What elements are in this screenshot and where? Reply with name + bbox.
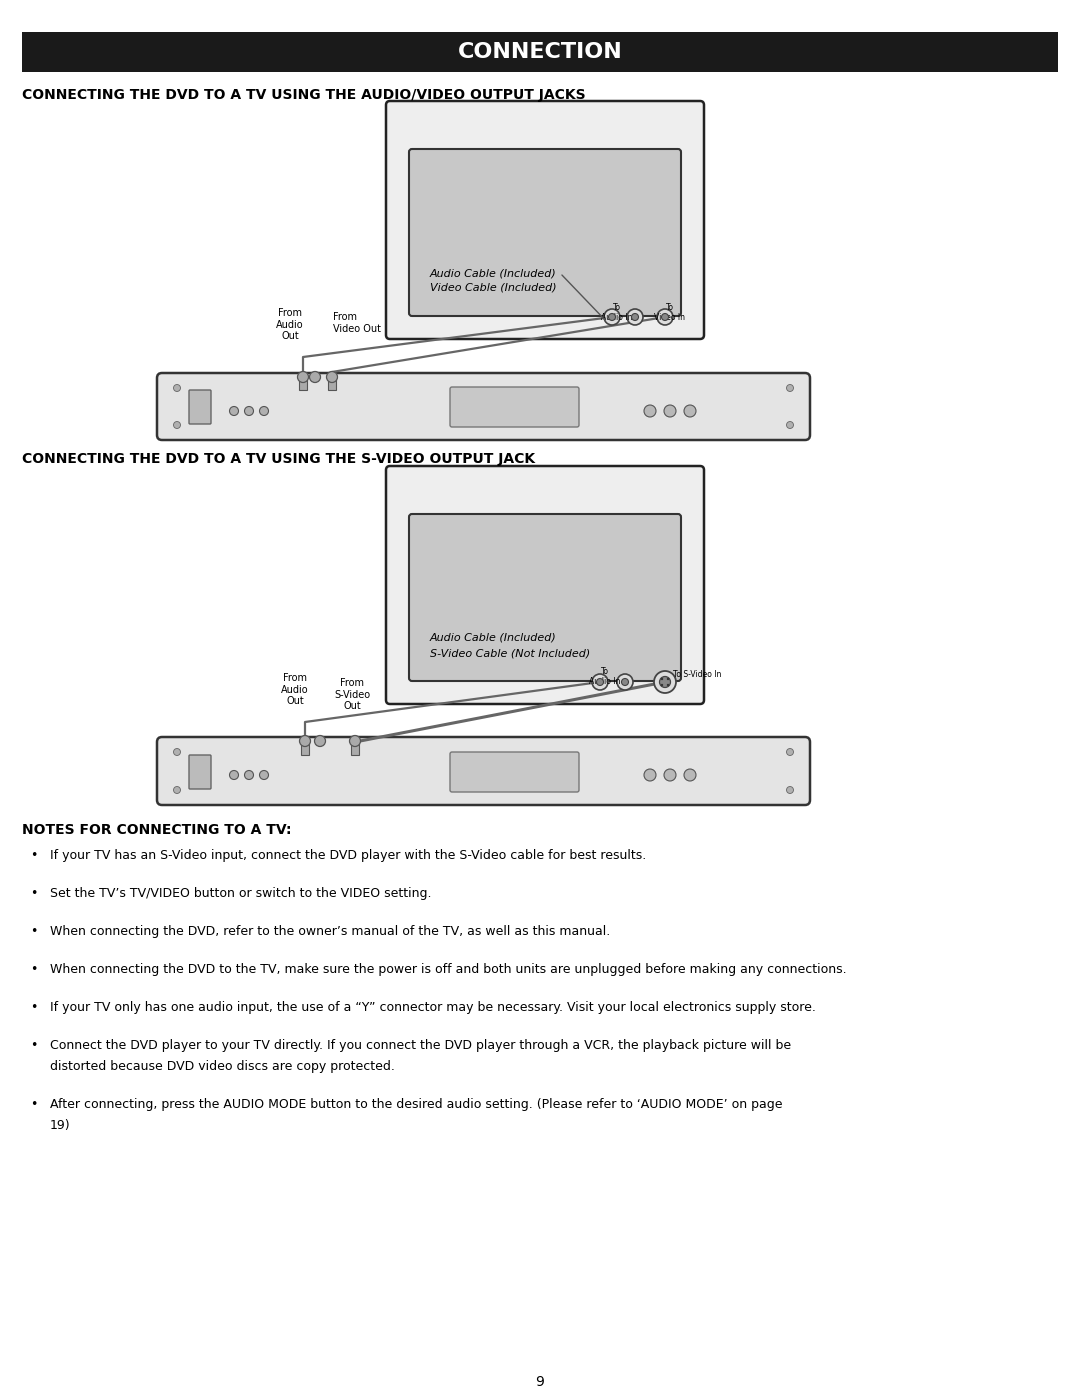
Text: From
S-Video
Out: From S-Video Out bbox=[334, 678, 370, 711]
Text: •: • bbox=[30, 1098, 38, 1111]
Text: Video Cable (Included): Video Cable (Included) bbox=[430, 282, 556, 292]
Circle shape bbox=[660, 676, 671, 687]
Circle shape bbox=[617, 673, 633, 690]
Circle shape bbox=[310, 372, 321, 383]
Text: When connecting the DVD to the TV, make sure the power is off and both units are: When connecting the DVD to the TV, make … bbox=[50, 963, 847, 977]
Text: Connect the DVD player to your TV directly. If you connect the DVD player throug: Connect the DVD player to your TV direct… bbox=[50, 1039, 792, 1052]
Text: If your TV has an S-Video input, connect the DVD player with the S-Video cable f: If your TV has an S-Video input, connect… bbox=[50, 849, 646, 862]
Bar bbox=[301, 739, 309, 754]
Text: •: • bbox=[30, 849, 38, 862]
FancyBboxPatch shape bbox=[189, 754, 211, 789]
Text: CONNECTING THE DVD TO A TV USING THE S-VIDEO OUTPUT JACK: CONNECTING THE DVD TO A TV USING THE S-V… bbox=[22, 453, 535, 467]
Circle shape bbox=[297, 372, 309, 383]
Circle shape bbox=[644, 768, 656, 781]
Text: NOTES FOR CONNECTING TO A TV:: NOTES FOR CONNECTING TO A TV: bbox=[22, 823, 292, 837]
Circle shape bbox=[229, 771, 239, 780]
Circle shape bbox=[684, 768, 696, 781]
Text: Audio Cable (Included): Audio Cable (Included) bbox=[430, 631, 557, 643]
Circle shape bbox=[174, 787, 180, 793]
Text: When connecting the DVD, refer to the owner’s manual of the TV, as well as this : When connecting the DVD, refer to the ow… bbox=[50, 925, 610, 937]
Circle shape bbox=[661, 683, 663, 686]
FancyBboxPatch shape bbox=[157, 373, 810, 440]
Bar bbox=[22, 32, 1058, 73]
Text: •: • bbox=[30, 887, 38, 900]
Bar bbox=[328, 374, 336, 390]
Text: 19): 19) bbox=[50, 1119, 70, 1132]
Circle shape bbox=[174, 422, 180, 429]
FancyBboxPatch shape bbox=[450, 752, 579, 792]
FancyBboxPatch shape bbox=[409, 149, 681, 316]
Text: 9: 9 bbox=[536, 1375, 544, 1389]
Circle shape bbox=[627, 309, 643, 326]
Text: Set the TV’s TV/VIDEO button or switch to the VIDEO setting.: Set the TV’s TV/VIDEO button or switch t… bbox=[50, 887, 432, 900]
Text: •: • bbox=[30, 925, 38, 937]
Circle shape bbox=[259, 771, 269, 780]
Circle shape bbox=[664, 405, 676, 416]
Circle shape bbox=[229, 407, 239, 415]
Text: From
Audio
Out: From Audio Out bbox=[276, 307, 303, 341]
Bar bbox=[351, 739, 359, 754]
Circle shape bbox=[244, 407, 254, 415]
Text: From
Video Out: From Video Out bbox=[333, 312, 381, 334]
Text: To S-Video In: To S-Video In bbox=[673, 671, 721, 679]
Bar bbox=[299, 374, 307, 390]
Text: •: • bbox=[30, 1002, 38, 1014]
Circle shape bbox=[644, 405, 656, 416]
Text: S-Video Cable (Not Included): S-Video Cable (Not Included) bbox=[430, 648, 591, 658]
Circle shape bbox=[299, 735, 311, 746]
Circle shape bbox=[684, 405, 696, 416]
Text: Audio Cable (Included): Audio Cable (Included) bbox=[430, 268, 557, 278]
Circle shape bbox=[786, 422, 794, 429]
FancyBboxPatch shape bbox=[157, 738, 810, 805]
FancyBboxPatch shape bbox=[450, 387, 579, 427]
Circle shape bbox=[786, 787, 794, 793]
Circle shape bbox=[350, 735, 361, 746]
Circle shape bbox=[174, 749, 180, 756]
Text: distorted because DVD video discs are copy protected.: distorted because DVD video discs are co… bbox=[50, 1060, 395, 1073]
Circle shape bbox=[657, 309, 673, 326]
FancyBboxPatch shape bbox=[386, 101, 704, 339]
Text: •: • bbox=[30, 1039, 38, 1052]
Circle shape bbox=[786, 749, 794, 756]
Circle shape bbox=[596, 679, 604, 686]
Circle shape bbox=[661, 678, 663, 680]
Circle shape bbox=[661, 313, 669, 320]
Circle shape bbox=[604, 309, 620, 326]
FancyBboxPatch shape bbox=[189, 390, 211, 425]
Circle shape bbox=[326, 372, 337, 383]
Text: From
Audio
Out: From Audio Out bbox=[281, 673, 309, 707]
Text: CONNECTING THE DVD TO A TV USING THE AUDIO/VIDEO OUTPUT JACKS: CONNECTING THE DVD TO A TV USING THE AUD… bbox=[22, 88, 585, 102]
Circle shape bbox=[608, 313, 616, 320]
Circle shape bbox=[621, 679, 629, 686]
Text: If your TV only has one audio input, the use of a “Y” connector may be necessary: If your TV only has one audio input, the… bbox=[50, 1002, 815, 1014]
Circle shape bbox=[666, 678, 670, 680]
Circle shape bbox=[666, 683, 670, 686]
Circle shape bbox=[314, 735, 325, 746]
Text: CONNECTION: CONNECTION bbox=[458, 42, 622, 61]
Circle shape bbox=[664, 768, 676, 781]
Circle shape bbox=[786, 384, 794, 391]
Text: To
Audio In: To Audio In bbox=[590, 666, 621, 686]
Text: After connecting, press the AUDIO MODE button to the desired audio setting. (Ple: After connecting, press the AUDIO MODE b… bbox=[50, 1098, 783, 1111]
Text: •: • bbox=[30, 963, 38, 977]
Circle shape bbox=[592, 673, 608, 690]
Circle shape bbox=[654, 671, 676, 693]
Circle shape bbox=[259, 407, 269, 415]
FancyBboxPatch shape bbox=[409, 514, 681, 680]
Circle shape bbox=[244, 771, 254, 780]
Circle shape bbox=[632, 313, 638, 320]
Circle shape bbox=[174, 384, 180, 391]
Text: To
Video In: To Video In bbox=[654, 303, 686, 323]
Text: To
Audio In: To Audio In bbox=[602, 303, 633, 323]
FancyBboxPatch shape bbox=[386, 467, 704, 704]
